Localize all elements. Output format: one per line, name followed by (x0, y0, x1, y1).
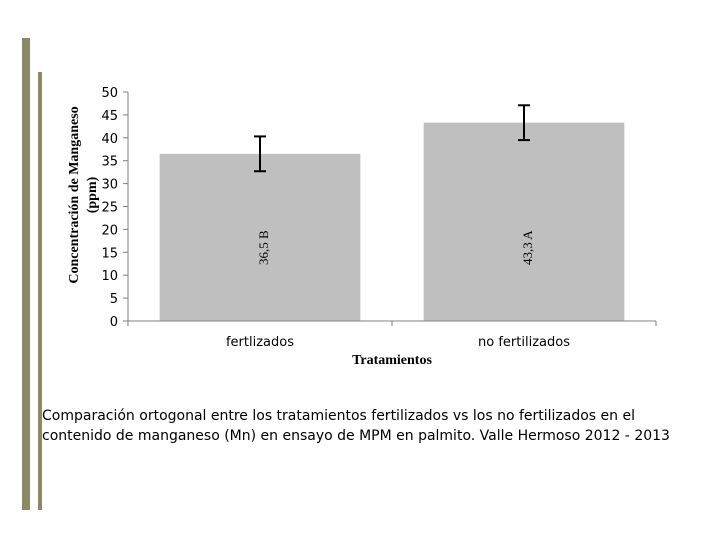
y-axis-label: Concentración de Manganeso (67, 106, 82, 283)
x-axis: fertlizados no fertilizados (127, 320, 657, 350)
data-label: 43,3 A (520, 230, 535, 265)
y-tick-label: 25 (101, 201, 118, 216)
y-tick-label: 10 (101, 269, 118, 284)
y-tick-label: 0 (110, 315, 118, 330)
y-tick-label: 50 (101, 86, 118, 101)
y-tick-label: 40 (101, 132, 118, 147)
bars: 36,5 B 43,3 A (159, 104, 625, 321)
y-tick-label: 5 (110, 292, 118, 307)
bar (423, 122, 625, 321)
y-tick-label: 30 (101, 178, 118, 193)
x-axis-label: Tratamientos (352, 353, 432, 368)
x-tick-label: no fertilizados (478, 335, 570, 350)
bar (159, 153, 361, 321)
data-label: 36,5 B (256, 230, 271, 265)
y-axis-label-unit: (ppm) (85, 176, 100, 213)
figure-caption: Comparación ortogonal entre los tratamie… (42, 408, 670, 444)
decorative-bar-outer (22, 38, 30, 510)
x-tick-label: fertlizados (226, 335, 294, 350)
decorative-bar-inner (38, 72, 42, 510)
y-axis: 0 5 10 15 20 25 30 35 40 45 50 (101, 86, 129, 330)
bar-chart: 0 5 10 15 20 25 30 35 40 45 50 36,5 B 43,3 A fertli… (67, 86, 657, 368)
y-tick-label: 15 (101, 246, 118, 261)
y-tick-label: 20 (101, 223, 118, 238)
y-tick-label: 45 (101, 109, 118, 124)
y-tick-label: 35 (101, 155, 118, 170)
